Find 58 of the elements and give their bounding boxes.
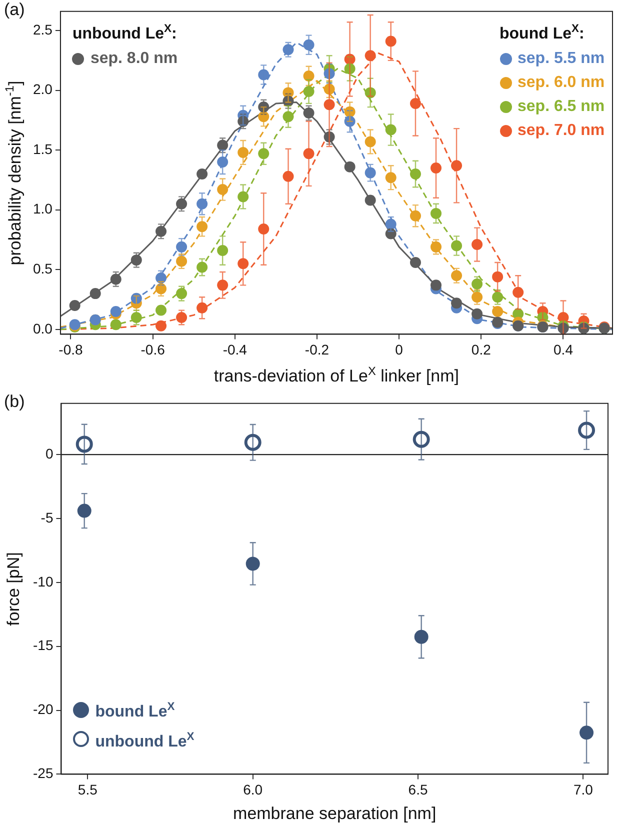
y-tick-label: 2.5 <box>32 21 53 38</box>
y-tick-label: 2.0 <box>32 81 53 98</box>
y-tick-label: -20 <box>33 701 54 718</box>
x-axis-title: membrane separation [nm] <box>233 804 436 824</box>
y-tick-label: -5 <box>40 509 54 526</box>
annotation: bound Le$^{X}$: <box>500 22 586 45</box>
point <box>90 288 101 300</box>
legend-label: unbound Le$^{X}$ <box>95 730 194 752</box>
point <box>110 319 122 330</box>
point <box>364 194 376 206</box>
point <box>196 168 208 180</box>
x-tick-label: -0.4 <box>222 341 248 358</box>
point <box>492 306 504 317</box>
point <box>69 300 80 312</box>
legend-label: sep. 6.5 nm <box>518 96 605 117</box>
annotation: unbound Le$^{X}$: <box>72 22 178 45</box>
x-tick-label: 6.5 <box>408 781 428 798</box>
point <box>156 304 167 316</box>
point <box>385 228 396 240</box>
legend-label: sep. 7.0 nm <box>518 120 605 141</box>
y-tick-label: 1.0 <box>32 200 53 217</box>
point <box>451 298 462 309</box>
y-tick-label: -15 <box>33 637 54 654</box>
y-tick-label: 1.5 <box>32 140 53 157</box>
y-axis-title: force [pN] <box>4 552 24 626</box>
chart-title: (a) <box>4 0 25 20</box>
point <box>76 436 93 453</box>
point <box>344 161 356 172</box>
x-tick-label: -0.6 <box>140 341 166 358</box>
point <box>472 308 483 320</box>
legend-label: bound Le$^{X}$ <box>95 700 175 723</box>
legend-label: sep. 6.0 nm <box>518 72 605 93</box>
y-tick-label: 0.0 <box>32 320 53 336</box>
x-tick-label: -0.2 <box>304 341 330 358</box>
point <box>77 504 92 518</box>
x-tick-label: 6.0 <box>243 781 263 798</box>
x-tick-label: 0 <box>395 341 404 358</box>
x-tick-label: 5.5 <box>78 781 98 798</box>
point <box>244 434 262 451</box>
point <box>246 556 260 571</box>
x-axis-title: trans-deviation of Le$^{X}$ linker [nm] <box>214 364 460 387</box>
legend-label: sep. 8.0 nm <box>90 48 178 69</box>
y-tick-label: -25 <box>33 765 54 782</box>
point <box>110 306 122 317</box>
point <box>410 256 421 268</box>
legend-label: sep. 5.5 nm <box>518 48 605 69</box>
point <box>580 726 594 740</box>
x-tick-label: 7.0 <box>573 781 594 798</box>
y-tick-label: 0.5 <box>32 260 53 276</box>
x-tick-label: 0.4 <box>554 341 574 358</box>
point <box>156 320 167 332</box>
point <box>578 422 596 439</box>
y-tick-label: -10 <box>33 573 54 590</box>
y-tick-label: 0 <box>45 445 54 462</box>
chart-title: (b) <box>4 392 25 412</box>
point <box>430 280 442 291</box>
x-tick-label: -0.8 <box>58 341 83 358</box>
x-tick-label: 0.2 <box>471 341 492 358</box>
